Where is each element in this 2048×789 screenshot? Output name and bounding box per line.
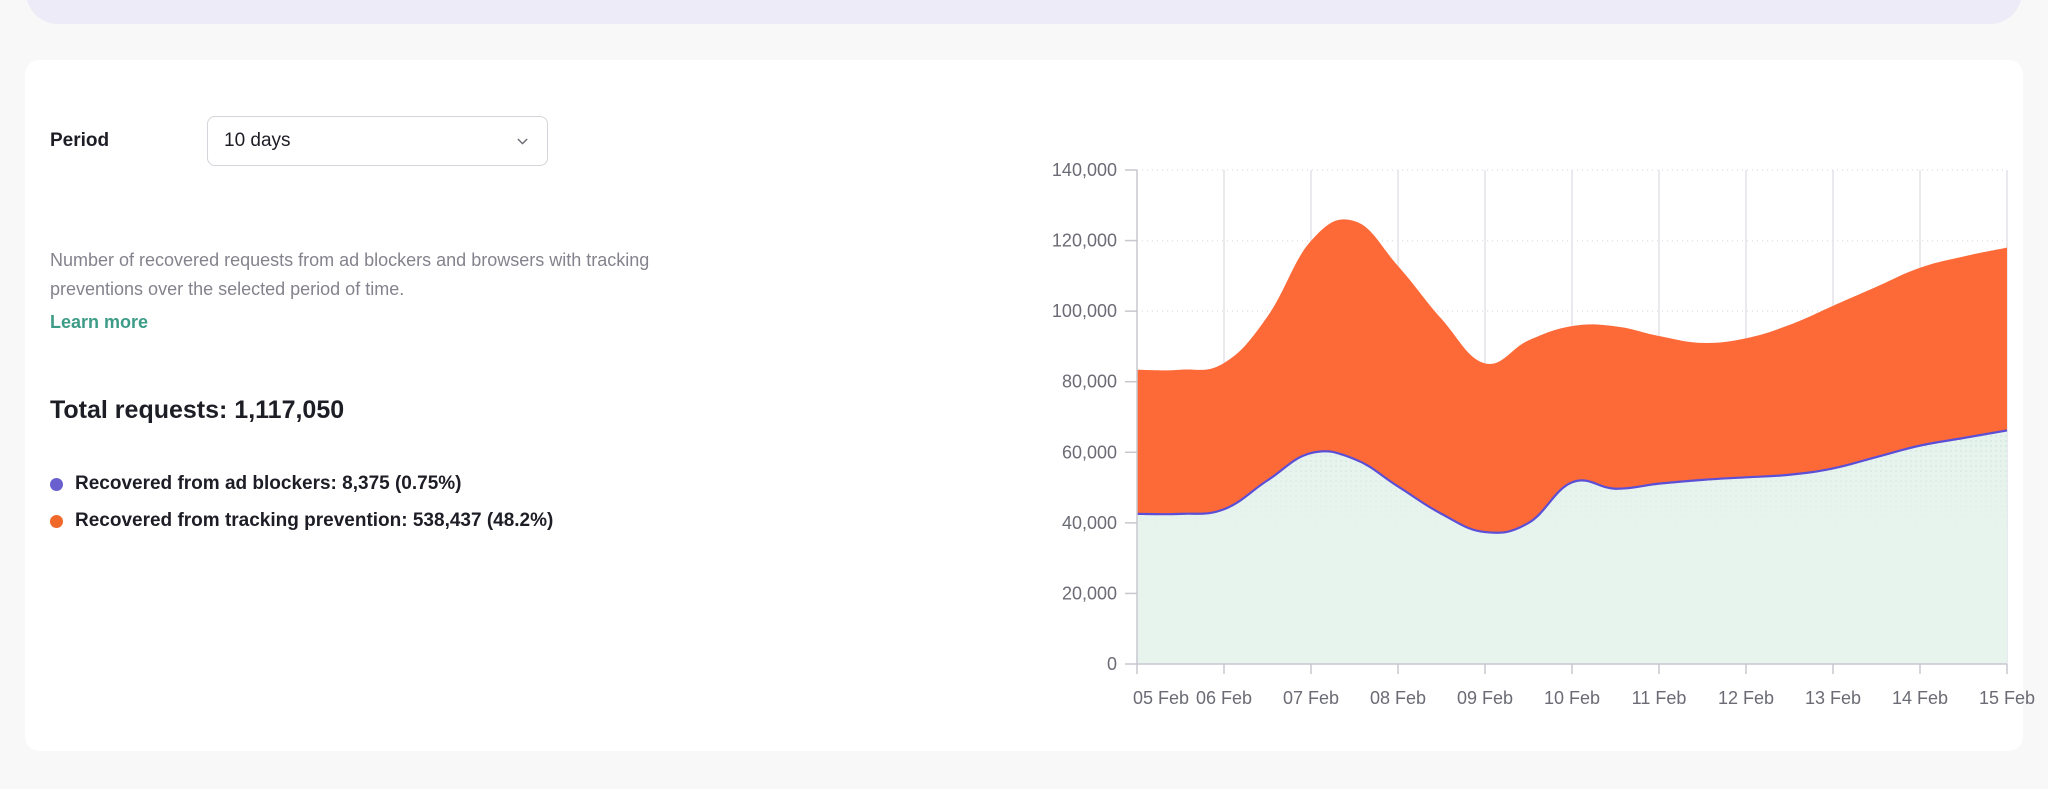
svg-text:11 Feb: 11 Feb	[1632, 688, 1687, 708]
svg-text:120,000: 120,000	[1052, 231, 1117, 251]
svg-text:12 Feb: 12 Feb	[1718, 688, 1774, 708]
svg-text:07 Feb: 07 Feb	[1283, 688, 1339, 708]
svg-text:15 Feb: 15 Feb	[1979, 688, 2035, 708]
svg-text:13 Feb: 13 Feb	[1805, 688, 1861, 708]
svg-text:08 Feb: 08 Feb	[1370, 688, 1426, 708]
svg-text:60,000: 60,000	[1062, 442, 1117, 462]
svg-text:06 Feb: 06 Feb	[1196, 688, 1252, 708]
svg-text:10 Feb: 10 Feb	[1544, 688, 1600, 708]
svg-text:14 Feb: 14 Feb	[1892, 688, 1948, 708]
svg-text:100,000: 100,000	[1052, 301, 1117, 321]
svg-text:0: 0	[1107, 654, 1117, 674]
svg-text:40,000: 40,000	[1062, 513, 1117, 533]
svg-text:80,000: 80,000	[1062, 372, 1117, 392]
svg-text:140,000: 140,000	[1052, 160, 1117, 180]
svg-text:05 Feb: 05 Feb	[1133, 688, 1189, 708]
svg-text:09 Feb: 09 Feb	[1457, 688, 1513, 708]
svg-text:20,000: 20,000	[1062, 583, 1117, 603]
